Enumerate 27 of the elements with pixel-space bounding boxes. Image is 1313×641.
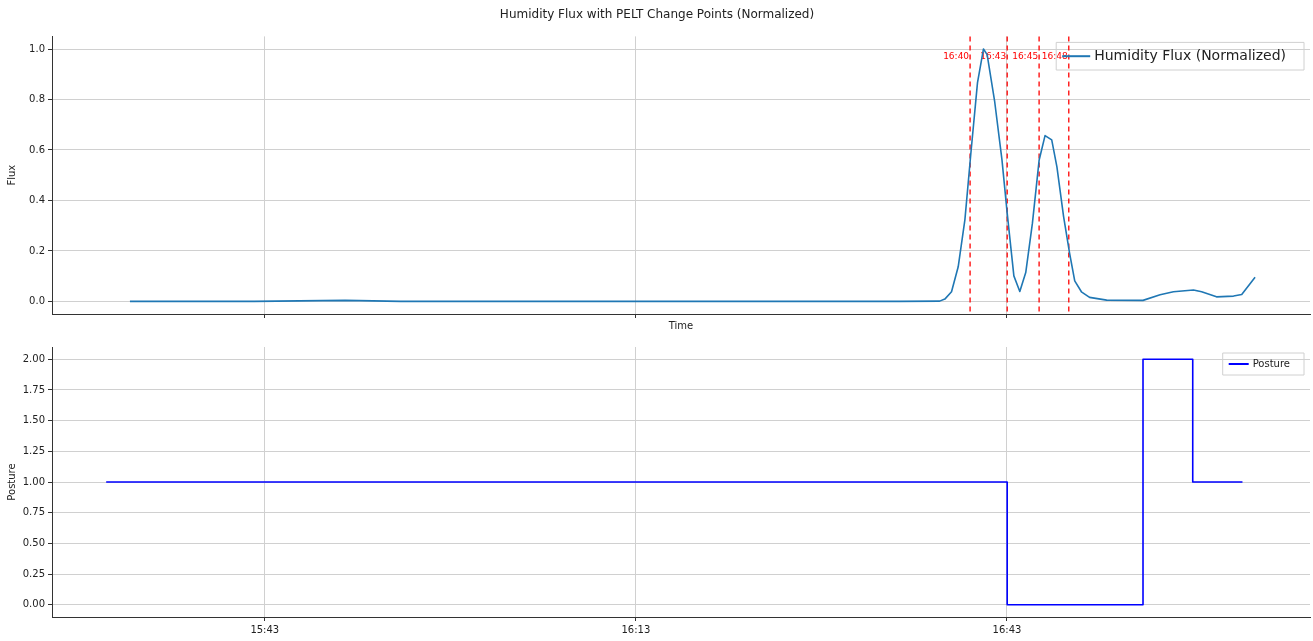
y-tick-label: 1.50 — [22, 414, 45, 426]
y-tick-label: 0.25 — [22, 567, 45, 579]
x-tick-label: 16:43 — [992, 623, 1022, 635]
legend-label: Humidity Flux (Normalized) — [1094, 46, 1286, 63]
x-tick-label: 16:13 — [621, 623, 651, 635]
y-tick-label: 0.00 — [22, 598, 45, 610]
annotation: 16:40 — [943, 50, 970, 61]
x-tick-label: 15:43 — [250, 623, 280, 635]
y-tick-label: 0.50 — [22, 536, 45, 548]
annotation: 16:48 — [1041, 50, 1069, 61]
y-tick-label: 0.4 — [29, 194, 45, 206]
y-tick-label: 0.0 — [29, 294, 45, 306]
y-tick-label: 0.2 — [29, 244, 45, 256]
y-tick-label: 0.8 — [29, 93, 45, 105]
y-axis-title: Flux — [5, 164, 17, 186]
y-tick-label: 0.6 — [29, 143, 45, 155]
y-tick-label: 2.00 — [22, 352, 45, 364]
y-tick-label: 0.75 — [22, 506, 45, 518]
y-tick-label: 1.00 — [22, 475, 45, 487]
x-axis-title: Time — [667, 319, 694, 331]
y-tick-label: 1.75 — [22, 383, 45, 395]
y-tick-label: 1.0 — [29, 42, 45, 54]
y-tick-label: 1.25 — [22, 444, 45, 456]
legend-label: Posture — [1252, 357, 1291, 369]
y-axis-title: Posture — [5, 463, 17, 501]
chart-title: Humidity Flux with PELT Change Points (Normalized) — [499, 7, 815, 22]
annotation: 16:45 — [1012, 50, 1039, 61]
